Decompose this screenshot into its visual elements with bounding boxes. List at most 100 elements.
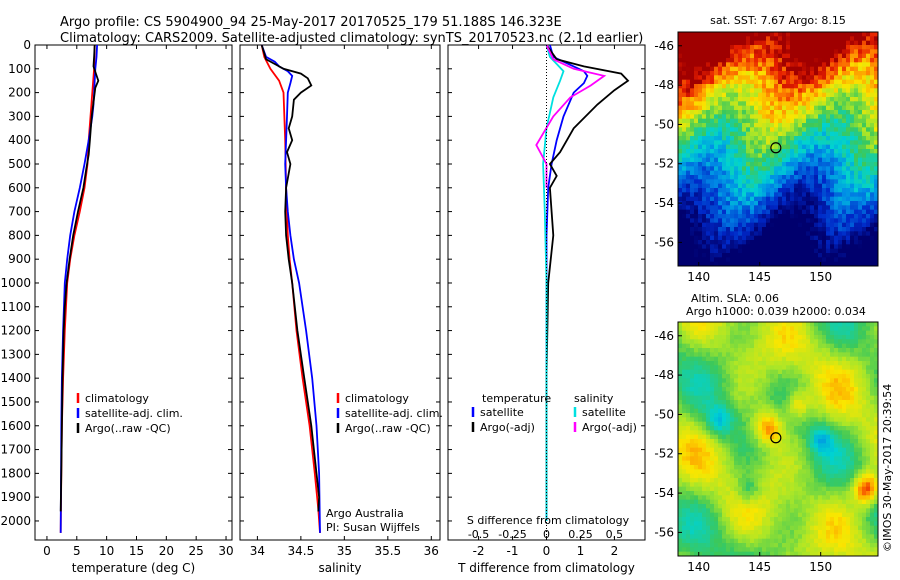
- map-cell: [762, 45, 767, 50]
- map-cell: [738, 66, 743, 72]
- map-cell: [854, 153, 859, 159]
- map-cell: [770, 231, 775, 237]
- map-cell: [830, 97, 835, 102]
- map-cell: [766, 227, 771, 232]
- map-cell: [870, 201, 875, 206]
- map-cell: [706, 205, 711, 211]
- map-cell: [814, 434, 819, 440]
- map-cell: [718, 131, 723, 137]
- map-cell: [678, 417, 683, 423]
- map-cell: [818, 62, 823, 68]
- map-cell: [858, 136, 863, 141]
- map-cell: [854, 157, 859, 163]
- map-cell: [730, 335, 735, 340]
- map-cell: [842, 79, 847, 85]
- map-cell: [874, 110, 879, 115]
- map-cell: [858, 140, 863, 146]
- map-cell: [714, 118, 719, 124]
- map-cell: [686, 32, 691, 37]
- map-cell: [850, 140, 855, 146]
- map-cell: [678, 153, 683, 159]
- map-cell: [798, 369, 803, 375]
- map-cell: [822, 127, 827, 133]
- x-tick-label: 35.5: [374, 544, 401, 558]
- map-cell: [842, 452, 847, 457]
- map-cell: [694, 443, 699, 449]
- map-cell: [858, 49, 863, 55]
- map-cell: [826, 71, 831, 76]
- map-cell: [718, 118, 723, 124]
- map-cell: [830, 469, 835, 475]
- map-cell: [694, 400, 699, 405]
- map-cell: [690, 421, 695, 427]
- map-cell: [826, 322, 831, 327]
- map-cell: [842, 491, 847, 496]
- map-cell: [786, 434, 791, 440]
- map-cell: [690, 244, 695, 250]
- map-cell: [678, 183, 683, 189]
- map-cell: [758, 482, 763, 488]
- map-cell: [838, 127, 843, 133]
- map-cell: [758, 439, 763, 444]
- map-cell: [714, 356, 719, 362]
- map-cell: [710, 456, 715, 462]
- map-cell: [702, 149, 707, 154]
- map-cell: [798, 417, 803, 423]
- map-cell: [838, 326, 843, 332]
- map-cell: [702, 495, 707, 501]
- map-cell: [794, 382, 799, 388]
- map-cell: [746, 421, 751, 427]
- map-cell: [714, 465, 719, 470]
- map-cell: [718, 456, 723, 462]
- map-cell: [858, 491, 863, 496]
- map-cell: [682, 240, 687, 245]
- map-cell: [834, 400, 839, 405]
- map-cell: [718, 105, 723, 111]
- map-cell: [858, 482, 863, 488]
- map-cell: [754, 66, 759, 72]
- map-cell: [750, 101, 755, 107]
- map-cell: [850, 486, 855, 492]
- map-cell: [774, 417, 779, 423]
- map-cell: [862, 105, 867, 111]
- map-cell: [730, 482, 735, 488]
- map-cell: [834, 127, 839, 133]
- map-cell: [790, 343, 795, 349]
- map-cell: [858, 361, 863, 366]
- map-cell: [866, 417, 871, 423]
- map-cell: [798, 110, 803, 115]
- map-cell: [686, 482, 691, 488]
- map-cell: [850, 179, 855, 185]
- map-cell: [690, 235, 695, 241]
- map-cell: [710, 248, 715, 254]
- map-cell: [686, 92, 691, 98]
- map-cell: [794, 235, 799, 241]
- map-cell: [806, 231, 811, 237]
- map-cell: [726, 32, 731, 37]
- map-cell: [866, 192, 871, 198]
- map-cell: [866, 387, 871, 392]
- map-cell: [750, 97, 755, 102]
- map-cell: [838, 123, 843, 128]
- map-cell: [738, 361, 743, 366]
- depth-tick-label: 900: [8, 252, 31, 266]
- map-cell: [778, 413, 783, 418]
- map-cell: [738, 395, 743, 401]
- map-cell: [782, 261, 787, 267]
- map-cell: [706, 218, 711, 224]
- map-cell: [834, 153, 839, 159]
- map-cell: [802, 369, 807, 375]
- map-cell: [802, 426, 807, 431]
- map-cell: [762, 387, 767, 392]
- map-cell: [778, 140, 783, 146]
- map-cell: [758, 417, 763, 423]
- map-cell: [766, 378, 771, 384]
- map-cell: [754, 114, 759, 120]
- map-cell: [730, 205, 735, 211]
- map-cell: [738, 209, 743, 215]
- map-cell: [782, 53, 787, 59]
- map-cell: [786, 75, 791, 81]
- map-cell: [866, 36, 871, 42]
- map-cell: [874, 469, 879, 475]
